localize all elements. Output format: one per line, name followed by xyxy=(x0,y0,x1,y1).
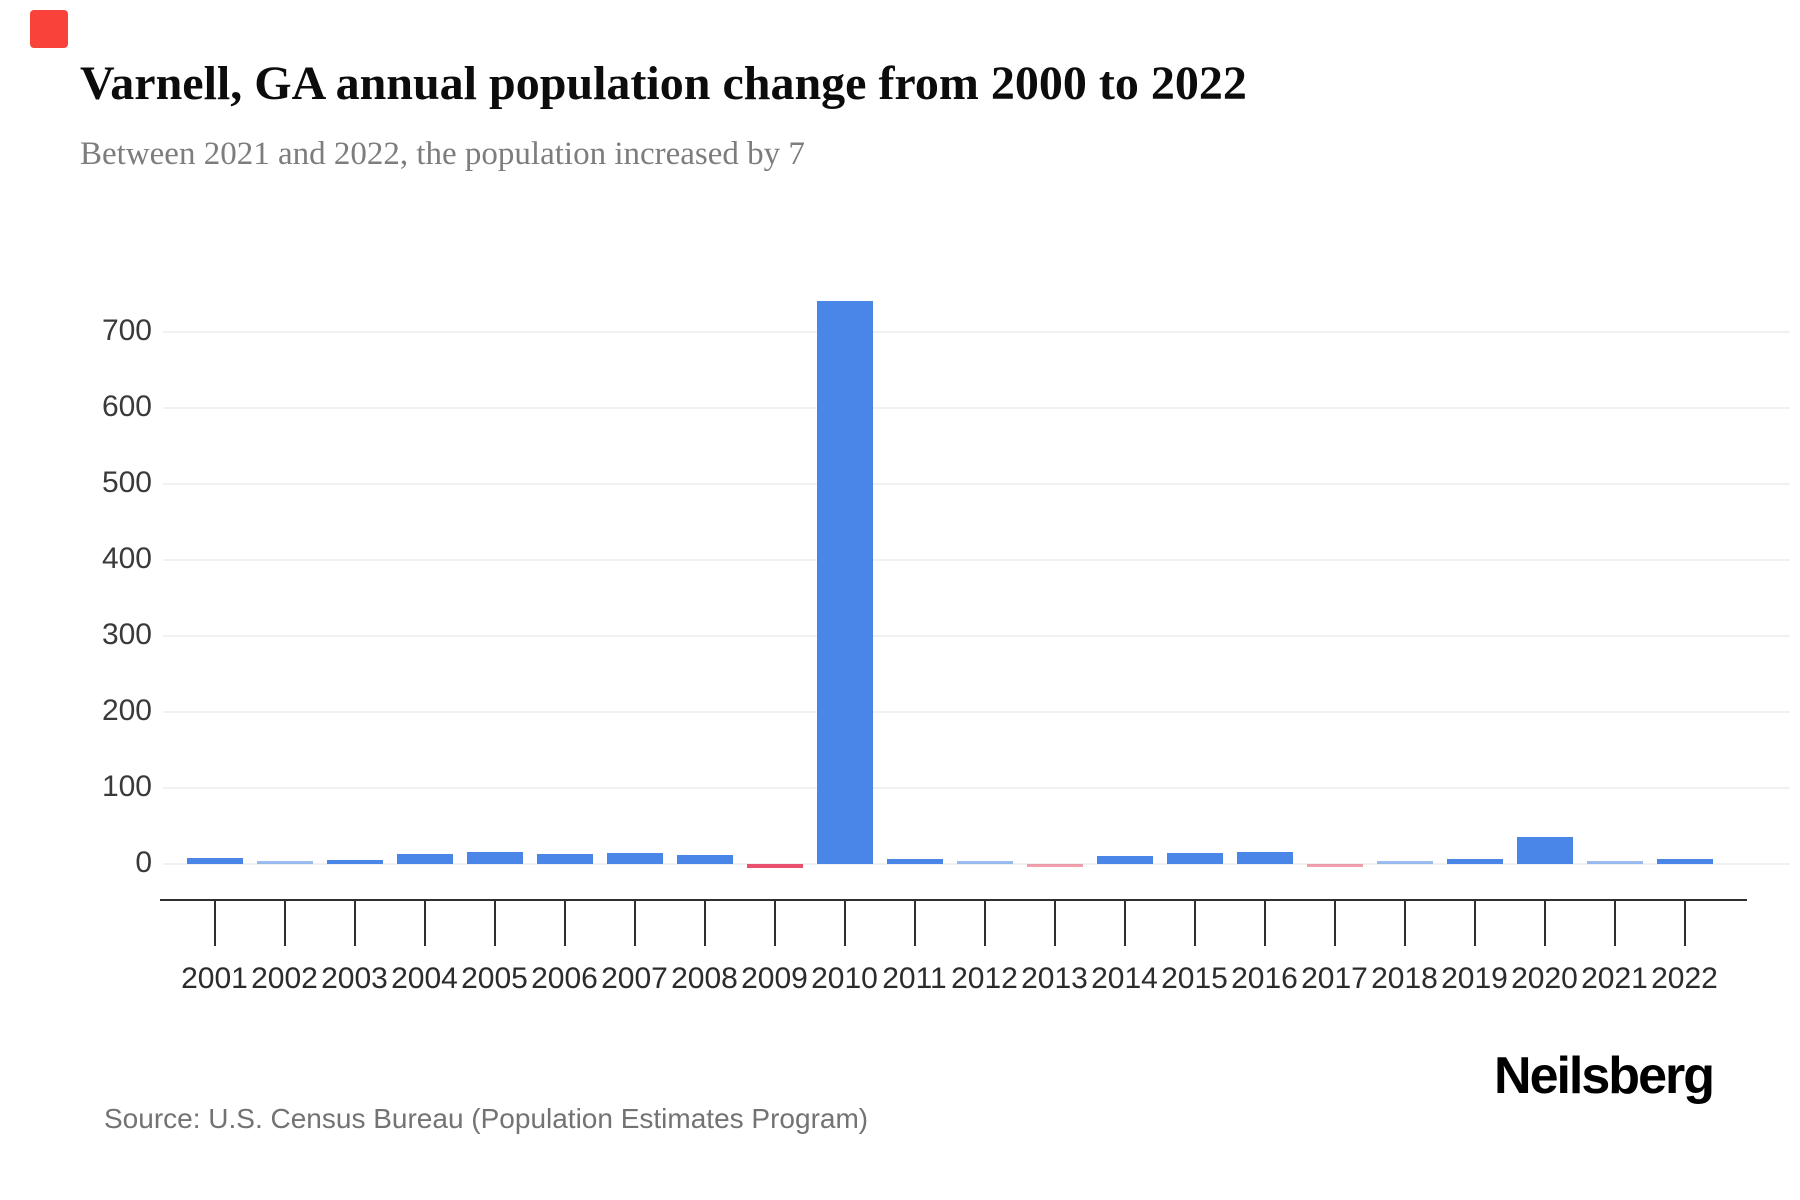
bar-2014 xyxy=(1096,856,1153,864)
x-axis-tick-label: 2015 xyxy=(1161,962,1228,995)
x-axis-tick-label: 2016 xyxy=(1231,962,1298,995)
x-axis-tick xyxy=(913,901,916,946)
chart-subtitle: Between 2021 and 2022, the population in… xyxy=(80,136,805,172)
x-axis-tick-label: 2019 xyxy=(1441,962,1508,995)
x-axis-tick-label: 2004 xyxy=(391,962,458,995)
x-axis-tick-label: 2002 xyxy=(251,962,318,995)
x-axis-tick-label: 2010 xyxy=(811,962,878,995)
x-axis-tick xyxy=(1613,901,1616,946)
chart-title: Varnell, GA annual population change fro… xyxy=(80,57,1247,110)
gridline-y500 xyxy=(163,483,1790,485)
bar-2013 xyxy=(1026,864,1083,867)
x-axis-line xyxy=(160,899,1747,901)
bar-2016 xyxy=(1236,851,1293,864)
x-axis-tick xyxy=(423,901,426,946)
x-axis-tick xyxy=(1403,901,1406,946)
x-axis-tick-label: 2011 xyxy=(882,962,947,995)
x-axis-tick xyxy=(703,901,706,946)
bar-2022 xyxy=(1656,858,1713,864)
x-axis-tick xyxy=(1473,901,1476,946)
y-axis-tick-label: 200 xyxy=(101,694,152,727)
bar-2015 xyxy=(1166,853,1223,864)
x-axis-tick xyxy=(1123,901,1126,946)
y-axis-tick-label: 300 xyxy=(101,618,152,651)
gridline-y400 xyxy=(163,559,1790,561)
x-axis-tick xyxy=(563,901,566,946)
bar-2010 xyxy=(816,300,873,864)
x-axis-tick xyxy=(633,901,636,946)
x-axis-tick xyxy=(1683,901,1686,946)
x-axis-tick xyxy=(353,901,356,946)
x-axis-tick xyxy=(1543,901,1546,946)
x-axis-tick-label: 2003 xyxy=(321,962,388,995)
y-axis-tick-label: 500 xyxy=(101,466,152,499)
x-axis-tick-label: 2013 xyxy=(1021,962,1088,995)
bar-2001 xyxy=(186,857,243,864)
x-axis-tick-label: 2007 xyxy=(601,962,668,995)
gridline-y600 xyxy=(163,407,1790,409)
bar-2021 xyxy=(1586,861,1643,864)
x-axis-tick-label: 2021 xyxy=(1581,962,1648,995)
x-axis-tick-label: 2005 xyxy=(461,962,528,995)
x-axis-tick-label: 2020 xyxy=(1511,962,1578,995)
bar-2011 xyxy=(886,859,943,864)
gridline-y100 xyxy=(163,787,1790,789)
source-attribution: Source: U.S. Census Bureau (Population E… xyxy=(104,1103,869,1134)
x-axis-tick xyxy=(843,901,846,946)
x-axis-tick-label: 2009 xyxy=(741,962,808,995)
bar-2006 xyxy=(536,854,593,864)
bar-2008 xyxy=(676,854,733,864)
x-axis-tick xyxy=(493,901,496,946)
x-axis-tick xyxy=(1193,901,1196,946)
bar-2018 xyxy=(1376,861,1433,864)
gridline-y700 xyxy=(163,331,1790,333)
y-axis-tick-label: 400 xyxy=(101,542,152,575)
x-axis-tick-label: 2017 xyxy=(1301,962,1368,995)
y-axis-tick-label: 0 xyxy=(135,846,152,879)
bar-2009 xyxy=(746,864,803,868)
x-axis-tick xyxy=(1263,901,1266,946)
bar-2012 xyxy=(956,860,1013,864)
neilsberg-logo: Neilsberg xyxy=(1494,1047,1715,1105)
x-axis-tick-label: 2014 xyxy=(1091,962,1158,995)
gridline-y300 xyxy=(163,635,1790,637)
y-axis-tick-label: 100 xyxy=(101,770,152,803)
bar-2005 xyxy=(466,851,523,864)
bar-2020 xyxy=(1516,837,1573,864)
x-axis-tick xyxy=(1333,901,1336,946)
x-axis-tick-label: 2012 xyxy=(951,962,1018,995)
x-axis-tick-label: 2008 xyxy=(671,962,738,995)
x-axis-tick xyxy=(773,901,776,946)
bar-2002 xyxy=(256,861,313,864)
bar-2007 xyxy=(606,852,663,864)
y-axis-tick-label: 700 xyxy=(101,314,152,347)
x-axis-tick xyxy=(983,901,986,946)
bar-2003 xyxy=(326,860,383,864)
x-axis-tick xyxy=(213,901,216,946)
x-axis-tick-label: 2006 xyxy=(531,962,598,995)
bar-2019 xyxy=(1446,859,1503,864)
x-axis-tick-label: 2022 xyxy=(1651,962,1718,995)
x-axis-tick-label: 2001 xyxy=(181,962,248,995)
y-axis-tick-label: 600 xyxy=(101,390,152,423)
x-axis-tick xyxy=(283,901,286,946)
bar-2017 xyxy=(1306,864,1363,868)
x-axis-tick xyxy=(1053,901,1056,946)
x-axis-tick-label: 2018 xyxy=(1371,962,1438,995)
corner-accent-square xyxy=(30,10,68,48)
gridline-y0 xyxy=(163,863,1790,865)
gridline-y200 xyxy=(163,711,1790,713)
bar-2004 xyxy=(396,854,453,864)
